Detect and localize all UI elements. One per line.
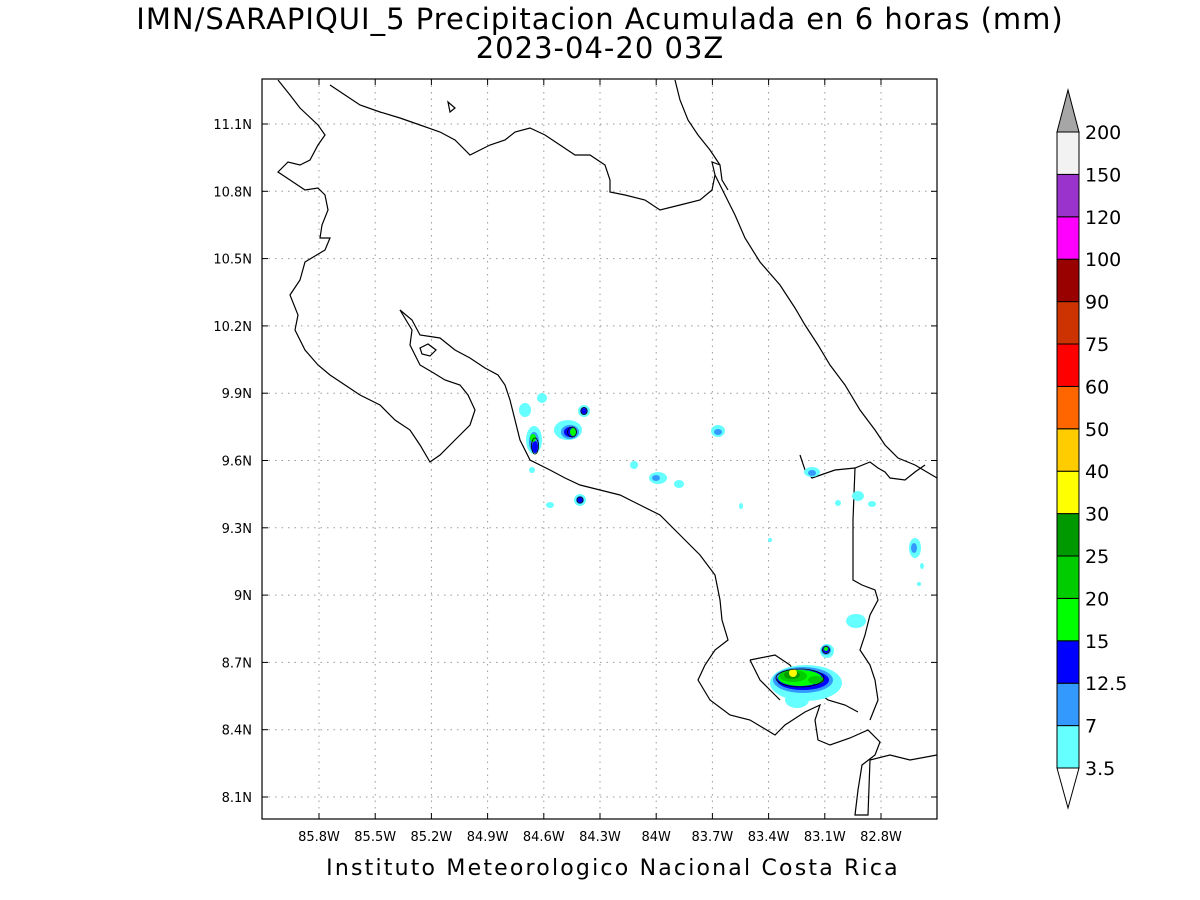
lat-tick-label: 8.1N: [222, 791, 252, 806]
lat-tick-label: 8.7N: [222, 656, 252, 671]
colorbar-label: 200: [1085, 122, 1121, 144]
colorbar: 3.5 7 12.5 15 20 25 30 40 50 60 75 90 100 120 150 200: [1056, 88, 1127, 810]
colorbar-label: 7: [1085, 716, 1097, 738]
colorbar-label: 25: [1085, 546, 1109, 568]
colorbar-box: [1056, 343, 1080, 387]
colorbar-box: [1056, 555, 1080, 599]
colorbar-label: 90: [1085, 292, 1109, 314]
lat-tick-label: 9.6N: [222, 455, 252, 470]
colorbar-label: 120: [1085, 207, 1121, 229]
precipitation-blobs: [519, 393, 924, 708]
colorbar-box: [1056, 725, 1080, 769]
lon-tick-label: 82.8W: [860, 830, 902, 845]
colorbar-label: 50: [1085, 419, 1109, 441]
lat-tick-label: 8.4N: [222, 724, 252, 739]
colorbar-box: [1056, 682, 1080, 727]
colorbar-label: 75: [1085, 334, 1109, 356]
colorbar-label: 100: [1085, 249, 1121, 271]
colorbar-box: [1056, 470, 1080, 515]
axis-ticks: 85.8W 85.5W 85.2W 84.9W 84.6W 84.3W 84W 83.7W 83…: [213, 79, 937, 845]
coastline: [277, 79, 938, 816]
lon-tick-label: 83.4W: [748, 830, 790, 845]
lon-tick-label: 84.6W: [523, 830, 565, 845]
colorbar-box: [1056, 597, 1080, 642]
lat-tick-label: 11.1N: [213, 118, 252, 133]
colorbar-label: 3.5: [1085, 758, 1115, 780]
colorbar-box: [1056, 131, 1080, 175]
lat-tick-label: 9N: [234, 589, 252, 604]
map-footer: Instituto Meteorologico Nacional Costa R…: [326, 856, 900, 881]
lon-tick-label: 84W: [641, 830, 671, 845]
colorbar-label: 150: [1085, 164, 1121, 186]
lon-tick-label: 85.5W: [354, 830, 396, 845]
colorbar-label: 30: [1085, 504, 1109, 526]
colorbar-box: [1056, 640, 1080, 684]
lon-tick-label: 85.8W: [298, 830, 340, 845]
colorbar-label: 20: [1085, 588, 1109, 610]
lon-tick-label: 85.2W: [410, 830, 452, 845]
colorbar-label: 40: [1085, 461, 1109, 483]
colorbar-label: 15: [1085, 631, 1109, 653]
lat-tick-label: 9.3N: [222, 522, 252, 537]
map-title: IMN/SARAPIQUI_5 Precipitacion Acumulada …: [136, 2, 1064, 36]
lon-tick-label: 83.7W: [691, 830, 733, 845]
colorbar-label: 60: [1085, 376, 1109, 398]
grid-lines: [262, 79, 937, 819]
lon-tick-label: 83.1W: [804, 830, 846, 845]
lon-tick-label: 84.9W: [467, 830, 509, 845]
map-subtitle: 2023-04-20 03Z: [475, 31, 725, 65]
colorbar-box: [1056, 428, 1080, 472]
colorbar-box: [1056, 385, 1080, 430]
lat-tick-label: 9.9N: [222, 387, 252, 402]
colorbar-box: [1056, 301, 1080, 345]
colorbar-box: [1056, 216, 1080, 260]
colorbar-box: [1056, 513, 1080, 557]
colorbar-over-triangle: [1056, 88, 1080, 133]
lat-tick-label: 10.8N: [213, 185, 252, 200]
lat-tick-label: 10.2N: [213, 320, 252, 335]
lon-tick-label: 84.3W: [579, 830, 621, 845]
colorbar-under-triangle: [1056, 767, 1080, 810]
colorbar-label: 12.5: [1085, 673, 1127, 695]
colorbar-box: [1056, 173, 1080, 218]
lat-tick-label: 10.5N: [213, 253, 252, 268]
colorbar-box: [1056, 258, 1080, 303]
